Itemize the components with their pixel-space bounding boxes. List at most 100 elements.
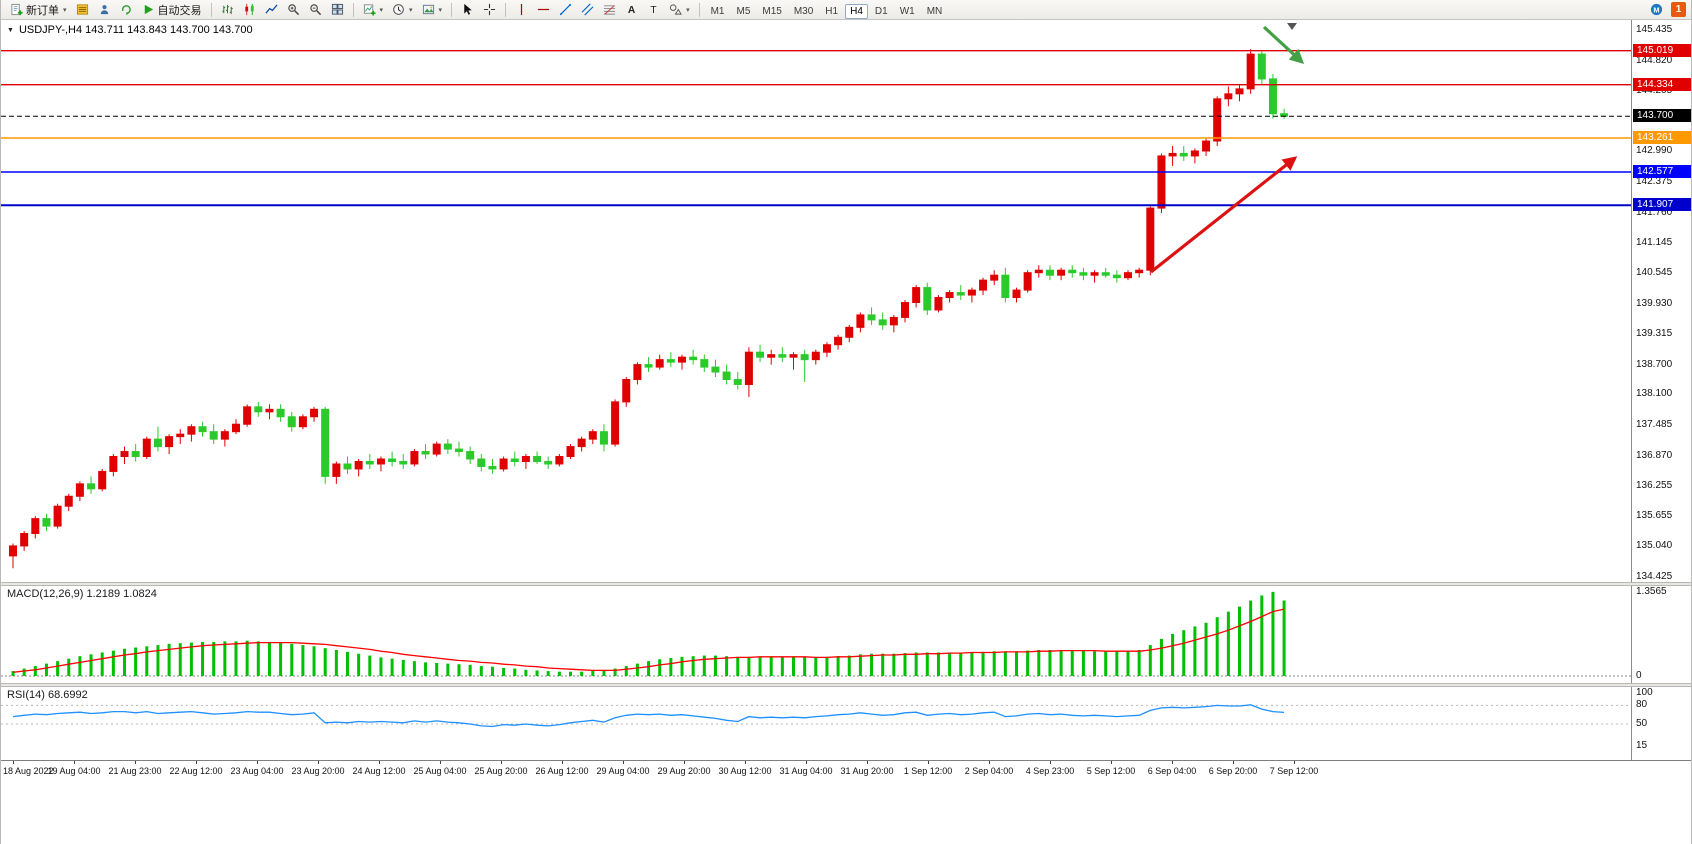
templates-button[interactable]: ▾ — [418, 1, 447, 18]
candle-body — [432, 443, 441, 455]
rsi-line — [12, 704, 1285, 728]
candle-body — [979, 279, 988, 291]
rsi-panel-canvas[interactable] — [1, 687, 1631, 760]
price-axis-label: 144.820 — [1636, 54, 1673, 66]
time-axis-tick — [440, 761, 441, 764]
timeframe-m5[interactable]: M5 — [736, 5, 751, 17]
candle-body — [700, 359, 709, 368]
time-axis-label: 6 Sep 04:00 — [1147, 766, 1197, 776]
candle-body — [477, 458, 486, 467]
time-axis-tick — [13, 761, 14, 764]
candle-body — [53, 505, 62, 527]
timeframe-h1[interactable]: H1 — [825, 5, 839, 17]
candle-body — [87, 483, 96, 490]
market-watch-icon — [76, 4, 88, 15]
time-axis-tick — [684, 761, 685, 764]
trendline-tool[interactable] — [555, 1, 576, 18]
timeframe-mn[interactable]: MN — [926, 5, 943, 17]
timeframe-m1[interactable]: M1 — [710, 5, 725, 17]
timeframe-m30[interactable]: M30 — [793, 5, 814, 17]
trend-arrow[interactable] — [1150, 156, 1298, 274]
candle-body — [822, 344, 831, 353]
new-order-label: 新订单 — [26, 4, 59, 17]
periods-button[interactable]: ▾ — [388, 1, 417, 18]
candle-body — [889, 316, 898, 326]
price-level-badge: 143.700 — [1633, 109, 1691, 123]
price-axis-label: 135.040 — [1636, 540, 1673, 552]
timeframe-h4[interactable]: H4 — [845, 3, 868, 19]
channel-icon — [581, 3, 594, 16]
candle-body — [1090, 272, 1099, 276]
candle-body — [956, 292, 965, 296]
candle-body — [243, 406, 252, 425]
time-axis-tick — [745, 761, 746, 764]
shapes-tool[interactable]: ▾ — [665, 1, 694, 18]
zoom-out-button[interactable] — [305, 1, 326, 18]
navigator-button[interactable] — [94, 1, 115, 18]
indicators-button[interactable]: ▾ — [359, 1, 388, 18]
time-axis-tick — [257, 761, 258, 764]
community-button[interactable]: M — [1646, 1, 1667, 18]
candle-body — [1168, 152, 1177, 157]
fibonacci-tool[interactable] — [599, 1, 620, 18]
timeframe-w1[interactable]: W1 — [899, 5, 915, 17]
zoom-in-icon — [287, 4, 299, 16]
time-axis-tick — [379, 761, 380, 764]
cursor-button[interactable] — [457, 1, 478, 18]
time-axis-label: 31 Aug 20:00 — [840, 766, 894, 776]
time-axis-tick — [1294, 761, 1295, 764]
text-label-tool[interactable]: T — [643, 1, 664, 18]
macd-panel-canvas[interactable] — [1, 586, 1631, 683]
candlestick-icon — [244, 3, 254, 16]
candle-body — [878, 319, 887, 326]
candle-body — [678, 356, 686, 363]
price-chart-canvas[interactable] — [1, 20, 1631, 582]
channel-tool[interactable] — [577, 1, 598, 18]
candle-body — [622, 379, 631, 403]
timeframe-d1[interactable]: D1 — [874, 5, 888, 17]
timeframe-m15[interactable]: M15 — [762, 5, 782, 17]
candle-body — [1068, 269, 1077, 274]
candle-body — [733, 379, 742, 385]
tile-windows-button[interactable] — [327, 1, 348, 18]
panel-splitter[interactable] — [1, 582, 1691, 586]
candle-body — [1135, 269, 1144, 274]
text-tool[interactable]: A — [621, 1, 642, 18]
candle-body — [967, 289, 976, 296]
candle-body — [1124, 272, 1132, 279]
horizontal-line-tool[interactable] — [533, 1, 554, 18]
candle-body — [1213, 98, 1222, 142]
crosshair-button[interactable] — [479, 1, 500, 18]
candle-body — [599, 431, 608, 445]
time-axis-tick — [989, 761, 990, 764]
price-axis-label: 136.255 — [1636, 480, 1673, 492]
time-scale[interactable]: 18 Aug 2022 19 Aug 04:00 21 Aug 23:00 22 Au… — [1, 760, 1691, 844]
candle-body — [354, 460, 363, 470]
time-axis-label: 29 Aug 20:00 — [657, 766, 711, 776]
candle-body — [310, 408, 319, 418]
fibonacci-icon — [603, 5, 616, 15]
line-chart-button[interactable] — [261, 1, 282, 18]
time-axis-tick — [135, 761, 136, 764]
zoom-in-button[interactable] — [283, 1, 304, 18]
symbol-dropdown-icon[interactable]: ▼ — [7, 26, 14, 34]
notification-badge[interactable]: 1 — [1671, 2, 1686, 17]
candle-body — [64, 495, 73, 507]
svg-text:T: T — [650, 5, 656, 16]
candle-body — [533, 456, 542, 462]
new-order-button[interactable]: 新订单 ▾ — [6, 1, 71, 18]
candle-body — [75, 483, 84, 497]
candle-body — [1079, 272, 1088, 276]
market-watch-button[interactable] — [72, 1, 93, 18]
vertical-line-tool[interactable] — [511, 1, 532, 18]
auto-trading-button[interactable]: 自动交易 — [138, 1, 206, 18]
candlestick-chart-button[interactable] — [239, 1, 260, 18]
panel-splitter[interactable] — [1, 683, 1691, 687]
trend-arrow[interactable] — [1262, 25, 1305, 64]
bar-chart-button[interactable] — [217, 1, 238, 18]
refresh-button[interactable] — [116, 1, 137, 18]
time-axis-label: 29 Aug 04:00 — [596, 766, 650, 776]
price-level-badge: 142.577 — [1633, 164, 1691, 178]
time-axis-label: 22 Aug 12:00 — [169, 766, 223, 776]
